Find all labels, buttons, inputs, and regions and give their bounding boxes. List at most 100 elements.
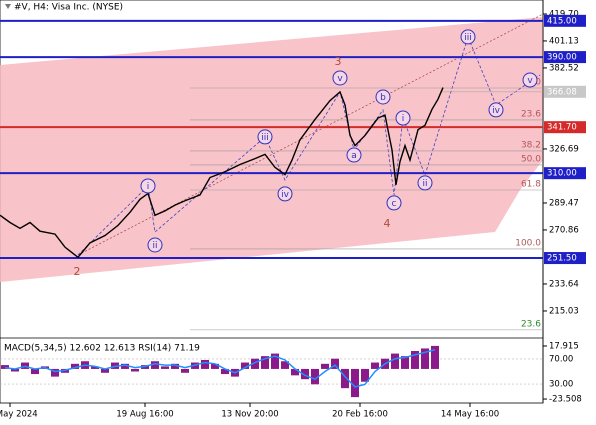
wave-circle — [395, 110, 411, 126]
fib-label: 38.2 — [521, 140, 541, 150]
y-tick-label: 70.00 — [549, 354, 573, 364]
macd-bar — [281, 361, 289, 369]
macd-bar — [11, 368, 19, 372]
level-label: 251.50 — [547, 254, 577, 264]
macd-bar — [411, 351, 419, 369]
x-tick-label: 14 May 16:00 — [441, 410, 499, 420]
macd-bar — [31, 368, 39, 375]
macd-bar — [181, 368, 189, 373]
macd-bar — [261, 356, 269, 369]
wave-circle — [522, 72, 538, 88]
level-box — [544, 167, 586, 180]
level-box — [544, 14, 586, 27]
macd-bar — [101, 368, 109, 373]
wave-label: ii — [422, 179, 427, 189]
wave-label: v — [337, 74, 343, 84]
macd-bar — [271, 353, 279, 369]
macd-bar — [241, 362, 249, 369]
wave-circle — [386, 195, 402, 211]
last-price-label: 366.08 — [547, 87, 577, 97]
wave-circle — [346, 147, 362, 163]
x-tick-label: 20 Feb 16:00 — [332, 410, 388, 420]
macd-bar — [151, 361, 159, 369]
wave-circle — [460, 29, 476, 45]
level-box — [544, 121, 586, 134]
y-tick-label: 419.70 — [549, 10, 579, 20]
macd-bar — [221, 368, 229, 375]
macd-bar — [301, 368, 309, 380]
macd-bar — [351, 368, 359, 398]
x-tick-label: 13 Nov 20:00 — [221, 410, 278, 420]
macd-bar — [311, 368, 319, 385]
y-tick-label: 30.00 — [549, 380, 573, 390]
level-box — [544, 252, 586, 265]
y-tick-label: 401.13 — [549, 36, 579, 46]
wave-label: ii — [152, 241, 157, 251]
macd-bar — [361, 368, 369, 382]
fib-label: 23.6 — [521, 319, 541, 329]
macd-bar — [421, 348, 429, 369]
macd-bar — [401, 356, 409, 369]
macd-bar — [71, 363, 79, 369]
signal-line — [4, 349, 436, 388]
y-tick-label: -23.508 — [549, 395, 582, 405]
macd-bar — [291, 368, 299, 376]
level-label: 415.00 — [547, 16, 577, 26]
wave-label: a — [351, 151, 357, 161]
wave-circle — [257, 129, 273, 145]
y-tick-label: 17.915 — [549, 341, 579, 351]
channel — [0, 17, 543, 282]
wave-label: b — [380, 93, 386, 103]
y-tick-label: 233.64 — [549, 279, 579, 289]
level-label: 341.70 — [547, 123, 577, 133]
macd-bar — [371, 362, 379, 369]
wave-circle — [375, 89, 391, 105]
level-label: 390.00 — [547, 53, 577, 63]
macd-bar — [211, 363, 219, 369]
fib-label: 23.6 — [521, 109, 541, 119]
x-tick-label: 16 May 2024 — [0, 410, 38, 420]
macd-bar — [171, 363, 179, 369]
macd-bar — [251, 358, 259, 369]
indicator-title: MACD(5,34,5) 12.602 12.613 RSI(14) 71.19 — [4, 344, 200, 354]
trend-line — [77, 13, 544, 256]
y-tick-label: 289.47 — [549, 198, 579, 208]
macd-bar — [321, 363, 329, 369]
macd-bar — [131, 368, 139, 372]
y-tick-label: 270.86 — [549, 225, 579, 235]
macd-bar — [341, 368, 349, 389]
macd-bar — [431, 345, 439, 369]
macd-bar — [331, 358, 339, 369]
macd-bar — [161, 366, 169, 369]
wave-circle — [147, 237, 163, 253]
icon — [5, 4, 11, 9]
fib-label: 61.8 — [521, 180, 541, 190]
y-tick-label: 215.03 — [549, 306, 579, 316]
macd-bar — [1, 365, 9, 369]
level-box — [544, 51, 586, 64]
fib-label: 50.0 — [521, 154, 541, 164]
wave-label: 4 — [384, 217, 391, 230]
level-label: 310.00 — [547, 169, 577, 179]
wave-label: iv — [281, 190, 290, 200]
macd-bar — [91, 366, 99, 369]
macd-bar — [51, 368, 59, 377]
wave-circle — [417, 175, 433, 191]
wave-circle — [277, 186, 293, 202]
last-price-box — [544, 85, 586, 98]
macd-bar — [201, 359, 209, 369]
chart-title: #V, H4: Visa Inc. (NYSE) — [14, 3, 123, 13]
wave-circle — [140, 178, 156, 194]
wave-label: 3 — [335, 55, 342, 68]
wave-circle — [332, 70, 348, 86]
macd-bar — [391, 353, 399, 369]
y-tick-label: 382.52 — [549, 63, 579, 73]
x-tick-label: 19 Aug 16:00 — [116, 410, 173, 420]
wave-label: v — [527, 76, 533, 86]
price-line — [0, 87, 444, 259]
wave-label: iii — [261, 133, 269, 143]
y-tick-label: 326.69 — [549, 144, 579, 154]
macd-bar — [121, 363, 129, 369]
wave-label: 2 — [74, 265, 81, 278]
